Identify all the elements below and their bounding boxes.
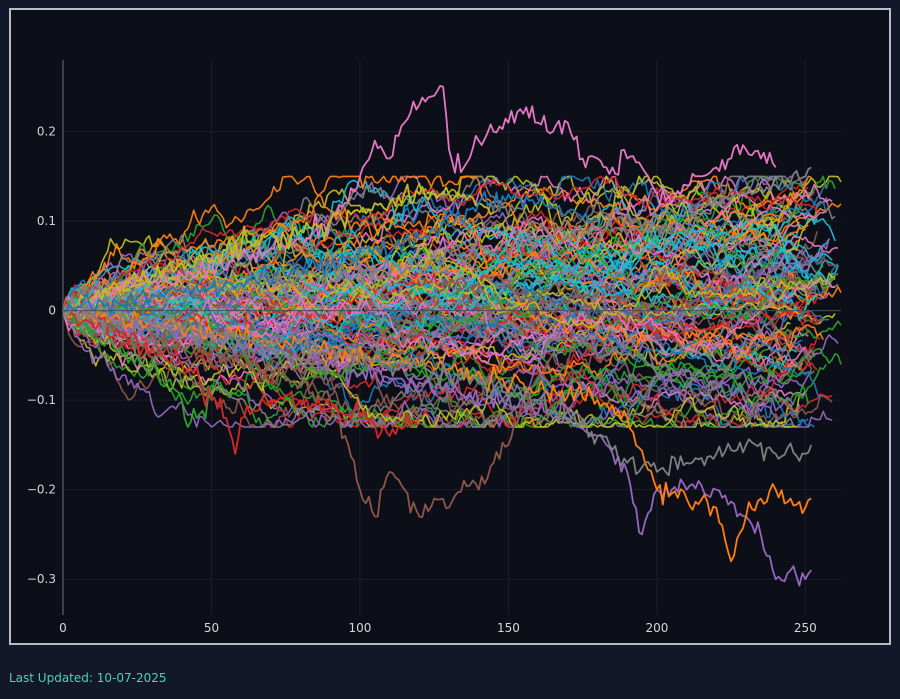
series-line <box>62 175 836 315</box>
x-tick-label: 150 <box>497 621 520 635</box>
highlighted-series-line <box>62 306 812 563</box>
y-tick-label: −0.1 <box>27 393 56 407</box>
chart-frame: 0 50 100 150 200 250 0.2 0.1 0 −0.1 −0.2 −0.3 <box>9 8 891 645</box>
highlighted-series-line <box>62 310 539 519</box>
series-line <box>62 238 830 401</box>
series-line <box>62 175 827 311</box>
highlighted-series-line <box>62 300 421 455</box>
y-tick-label: 0.1 <box>37 214 56 228</box>
x-tick-label: 0 <box>59 621 67 635</box>
series-line <box>62 216 801 315</box>
highlighted-series-line <box>62 85 777 314</box>
series-line <box>62 223 833 312</box>
series-line <box>62 175 812 318</box>
axes <box>62 60 841 615</box>
x-tick-label: 50 <box>204 621 219 635</box>
highlighted-series-line <box>62 183 495 314</box>
series-line <box>62 301 803 372</box>
highlighted-series-line <box>62 294 813 477</box>
highlighted-series <box>62 85 813 587</box>
y-tick-label: −0.2 <box>27 483 56 497</box>
series-line <box>62 302 800 428</box>
y-tick-label: 0 <box>48 304 56 318</box>
series-line <box>62 250 801 417</box>
series-line <box>62 310 815 428</box>
series-line <box>62 248 839 391</box>
last-updated-label: Last Updated: 10-07-2025 <box>9 671 167 685</box>
series-line <box>62 309 795 428</box>
series-line <box>62 304 807 428</box>
x-tick-label: 250 <box>794 621 817 635</box>
series-line <box>62 175 794 349</box>
x-tick-label: 100 <box>348 621 371 635</box>
series-line <box>62 175 818 312</box>
tick-labels: 0 50 100 150 200 250 0.2 0.1 0 −0.1 −0.2 −0.3 <box>27 125 817 635</box>
highlighted-series-line <box>62 190 599 315</box>
y-tick-label: −0.3 <box>27 572 56 586</box>
highlighted-series-line <box>62 303 812 587</box>
x-tick-label: 200 <box>645 621 668 635</box>
y-tick-label: 0.2 <box>37 125 56 139</box>
series-line <box>62 262 824 335</box>
chart-svg: 0 50 100 150 200 250 0.2 0.1 0 −0.1 −0.2 −0.3 <box>27 60 842 635</box>
highlighted-series-line <box>62 166 812 319</box>
highlighted-series-line <box>62 302 213 428</box>
series-lines <box>62 175 842 428</box>
series-line <box>62 248 836 329</box>
